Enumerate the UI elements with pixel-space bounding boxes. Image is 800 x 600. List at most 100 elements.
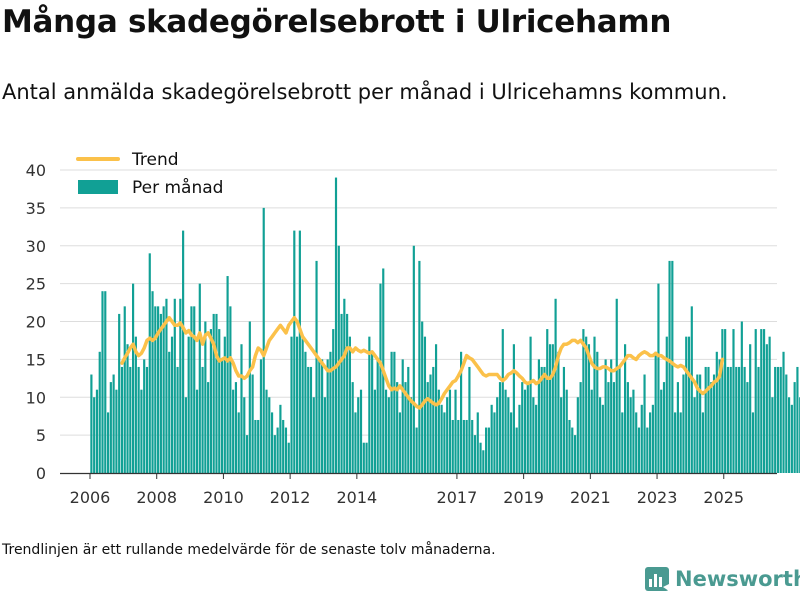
- brand[interactable]: Newsworthy: [644, 566, 800, 592]
- bar: [312, 397, 315, 473]
- bar: [415, 427, 418, 473]
- bar: [384, 389, 388, 473]
- bar: [760, 329, 763, 473]
- bar: [334, 177, 338, 473]
- bar: [184, 397, 187, 473]
- bar: [284, 427, 288, 473]
- bar: [710, 382, 713, 473]
- bar: [571, 427, 574, 473]
- bar: [757, 366, 760, 473]
- bar: [657, 283, 660, 474]
- bar: [729, 366, 732, 473]
- bar: [696, 374, 699, 473]
- bar: [774, 366, 777, 473]
- bar: [701, 412, 704, 473]
- bar: [779, 366, 782, 473]
- bar: [307, 366, 310, 473]
- bar: [421, 321, 424, 473]
- bar: [493, 412, 496, 473]
- bar: [646, 427, 649, 473]
- bar: [668, 260, 671, 473]
- bar: [796, 366, 799, 473]
- bar: [226, 276, 229, 473]
- bar: [476, 412, 479, 473]
- bar: [168, 351, 171, 473]
- bar: [460, 351, 463, 473]
- bar: [568, 419, 571, 473]
- bar: [554, 298, 557, 473]
- bar: [90, 374, 93, 473]
- bar: [287, 442, 290, 473]
- bar: [248, 321, 251, 473]
- bar: [368, 336, 371, 473]
- bar: [296, 336, 299, 473]
- bar: [126, 344, 129, 473]
- bar: [685, 336, 688, 473]
- bar: [479, 442, 482, 473]
- bar: [223, 336, 226, 473]
- bar: [576, 397, 579, 473]
- bar: [182, 230, 185, 473]
- bar: [95, 389, 99, 473]
- bar: [454, 389, 457, 473]
- y-tick-label: 35: [26, 199, 46, 218]
- page-subtitle: Antal anmälda skadegörelsebrott per måna…: [2, 80, 728, 104]
- bar: [590, 389, 593, 473]
- bar: [721, 329, 724, 473]
- x-tick-label: 2023: [637, 488, 678, 507]
- bar: [109, 382, 112, 473]
- bar: [612, 382, 616, 473]
- bar: [220, 359, 224, 474]
- bar: [418, 260, 421, 473]
- bar: [432, 366, 435, 473]
- bar: [473, 435, 477, 474]
- bar: [145, 366, 149, 473]
- x-tick-label: 2010: [203, 488, 244, 507]
- bar: [510, 412, 513, 473]
- bar: [270, 412, 274, 473]
- bar: [401, 359, 404, 474]
- bar: [637, 427, 641, 473]
- bar: [98, 351, 101, 473]
- bar: [754, 329, 757, 473]
- bar: [485, 427, 488, 473]
- bar: [354, 412, 357, 473]
- bar: [190, 306, 193, 473]
- bar: [607, 382, 610, 473]
- bar: [265, 389, 268, 473]
- bar: [104, 291, 107, 473]
- bar: [735, 366, 738, 473]
- bar: [443, 412, 446, 473]
- bar: [426, 382, 429, 473]
- bar: [218, 329, 221, 473]
- bar: [451, 419, 454, 473]
- bar: [340, 313, 343, 473]
- bar: [523, 389, 527, 473]
- bar: [693, 397, 696, 473]
- bar: [115, 389, 118, 473]
- bar: [543, 366, 546, 473]
- brand-name: Newsworthy: [675, 567, 800, 591]
- bar: [687, 336, 691, 473]
- bar: [751, 412, 755, 473]
- bar: [521, 382, 524, 473]
- bar: [151, 291, 154, 473]
- bar: [332, 329, 335, 473]
- bar: [679, 412, 682, 473]
- page-title: Många skadegörelsebrott i Ulricehamn: [2, 4, 672, 40]
- bar: [651, 404, 654, 473]
- x-tick-label: 2025: [703, 488, 744, 507]
- bar: [526, 382, 529, 473]
- x-tick-label: 2008: [136, 488, 177, 507]
- bar: [540, 366, 543, 473]
- bar: [662, 382, 666, 473]
- bar: [359, 389, 363, 473]
- bar: [440, 404, 443, 473]
- bar: [446, 397, 449, 473]
- bar: [198, 283, 201, 474]
- bar: [134, 336, 137, 473]
- bar: [557, 351, 560, 473]
- bar: [654, 351, 657, 473]
